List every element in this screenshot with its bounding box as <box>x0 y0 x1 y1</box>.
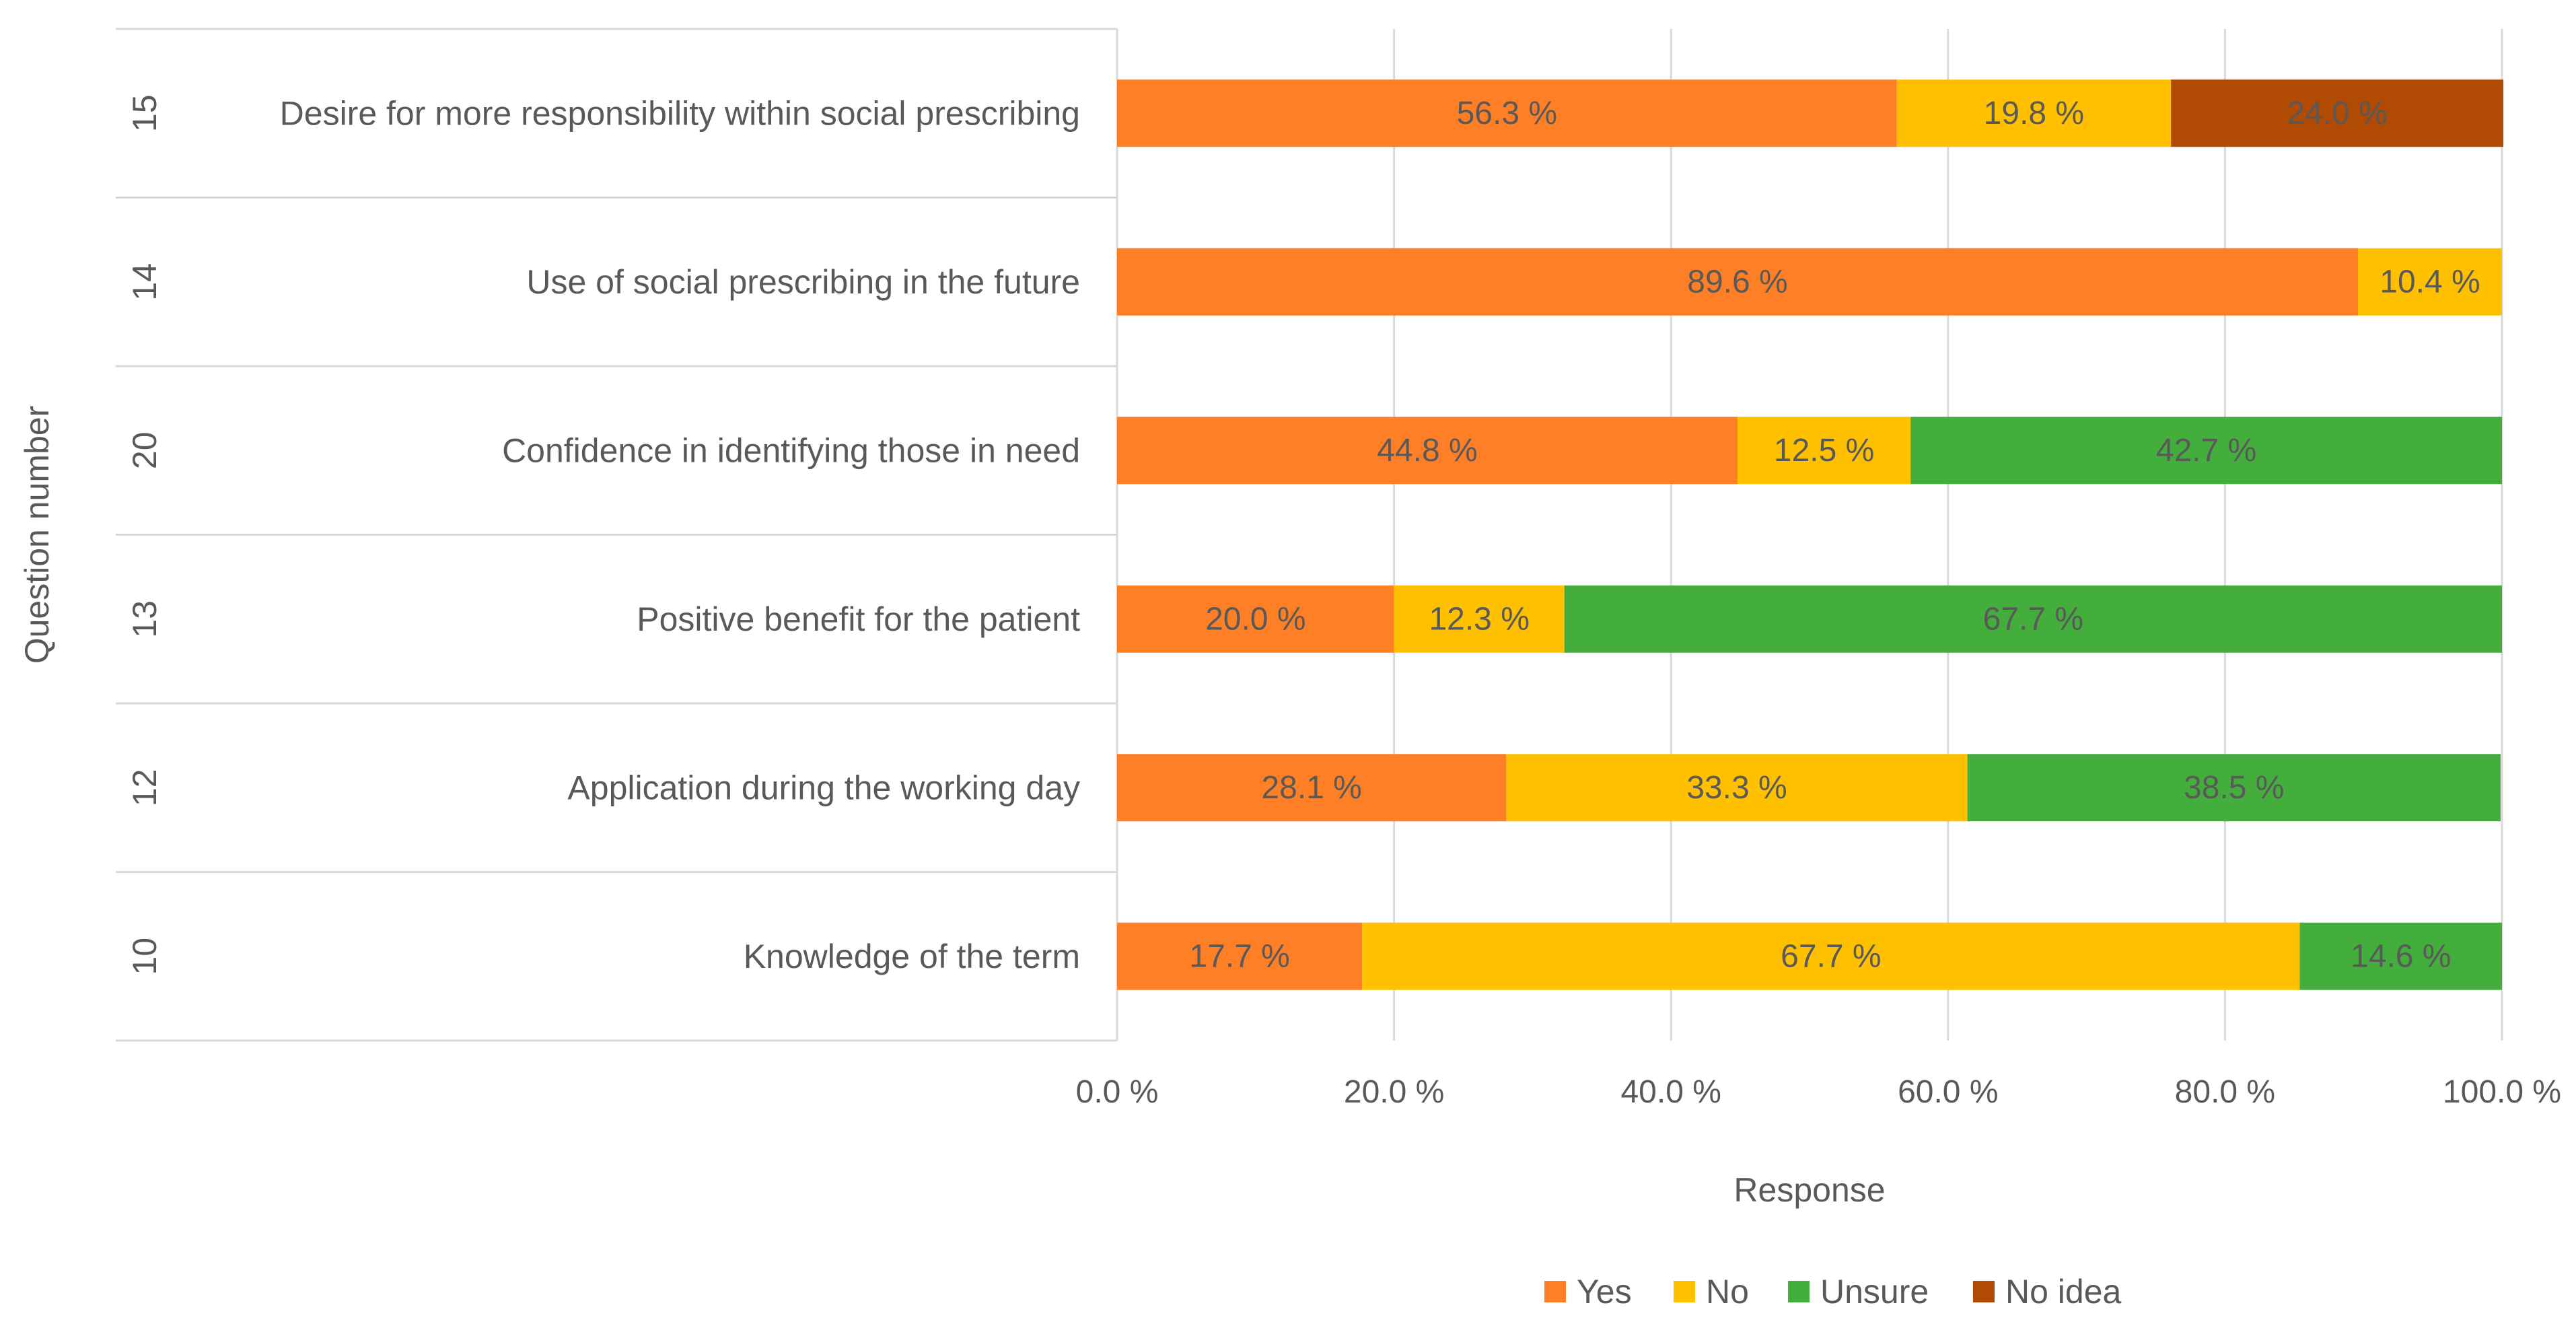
legend-label: No <box>1706 1273 1749 1310</box>
data-label: 17.7 % <box>1189 938 1289 974</box>
data-label: 67.7 % <box>1983 601 2083 637</box>
bar-segment <box>1394 585 1565 653</box>
x-axis-ticks: 0.0 % 20.0 % 40.0 % 60.0 % 80.0 % 100.0 % <box>1076 1074 2561 1110</box>
bar-segment <box>2171 79 2504 147</box>
question-number: 12 <box>126 769 164 806</box>
bar-segment <box>1117 922 1363 990</box>
bar-segment <box>2299 922 2502 990</box>
bar-segment <box>1117 248 2358 316</box>
bar-segment <box>1506 754 1968 822</box>
legend-swatch <box>1973 1281 1995 1302</box>
legend-swatch <box>1674 1281 1695 1302</box>
question-number: 14 <box>126 263 164 301</box>
question-number: 10 <box>126 938 164 975</box>
category-label: Application during the working day <box>567 769 1080 806</box>
data-label: 24.0 % <box>2287 96 2387 131</box>
question-number: 13 <box>126 600 164 638</box>
data-label: 89.6 % <box>1687 264 1787 300</box>
y-axis-title: Question number <box>18 406 56 664</box>
x-tick-label: 80.0 % <box>2175 1074 2275 1110</box>
data-label: 33.3 % <box>1686 770 1787 806</box>
data-label: 10.4 % <box>2380 264 2480 300</box>
bar-segment <box>1117 79 1897 147</box>
gridlines <box>1393 29 2503 1041</box>
data-label: 19.8 % <box>1984 96 2084 131</box>
bar-segment <box>2357 248 2502 316</box>
data-label: 20.0 % <box>1205 601 1305 637</box>
category-label: Positive benefit for the patient <box>637 600 1080 638</box>
category-label: Confidence in identifying those in need <box>502 431 1080 469</box>
legend-swatch <box>1788 1281 1810 1302</box>
data-label: 56.3 % <box>1457 96 1557 131</box>
bar-segment <box>1117 417 1738 485</box>
x-tick-label: 60.0 % <box>1898 1074 1998 1110</box>
data-label: 12.3 % <box>1429 601 1529 637</box>
category-labels: Desire for more responsibility within so… <box>126 94 1080 975</box>
bar-segment <box>1117 754 1507 822</box>
data-label: 42.7 % <box>2156 433 2256 468</box>
question-number: 20 <box>126 431 164 469</box>
table-frame <box>116 28 1118 1042</box>
bars: 56.3 % 19.8 % 24.0 % 89.6 % 10.4 % 44.8 % 12.5… <box>1117 79 2504 990</box>
category-label: Desire for more responsibility within so… <box>280 94 1080 132</box>
data-label: 44.8 % <box>1377 433 1477 468</box>
legend-label: No idea <box>2005 1273 2122 1310</box>
x-tick-label: 100.0 % <box>2443 1074 2561 1110</box>
legend-label: Yes <box>1577 1273 1632 1310</box>
data-label: 67.7 % <box>1781 938 1881 974</box>
data-label: 14.6 % <box>2351 938 2451 974</box>
bar-segment <box>1737 417 1911 485</box>
legend-label: Unsure <box>1820 1273 1929 1310</box>
x-axis-title: Response <box>1733 1171 1885 1209</box>
legend-swatch <box>1544 1281 1566 1302</box>
bar-segment <box>1910 417 2502 485</box>
bar-segment <box>1362 922 2300 990</box>
data-label: 28.1 % <box>1261 770 1361 806</box>
bar-segment <box>1967 754 2501 822</box>
data-label: 38.5 % <box>2184 770 2284 806</box>
x-tick-label: 40.0 % <box>1620 1074 1721 1110</box>
bar-segment <box>1117 585 1394 653</box>
bar-segment <box>1896 79 2172 147</box>
x-tick-label: 20.0 % <box>1344 1074 1444 1110</box>
question-number: 15 <box>126 94 164 132</box>
legend: Yes No Unsure No idea <box>1544 1273 2122 1310</box>
category-label: Use of social prescribing in the future <box>526 263 1080 301</box>
data-label: 12.5 % <box>1774 433 1874 468</box>
bar-segment <box>1564 585 2502 653</box>
x-tick-label: 0.0 % <box>1076 1074 1159 1110</box>
category-label: Knowledge of the term <box>744 938 1080 975</box>
